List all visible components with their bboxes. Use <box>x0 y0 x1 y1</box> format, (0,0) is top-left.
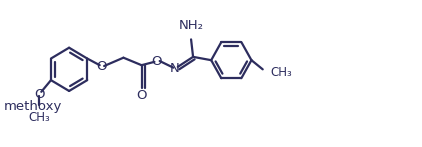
Text: CH₃: CH₃ <box>270 66 292 79</box>
Text: CH₃: CH₃ <box>28 111 50 124</box>
Text: O: O <box>34 88 45 101</box>
Text: O: O <box>96 60 107 72</box>
Text: methoxy: methoxy <box>3 100 62 113</box>
Text: O: O <box>151 55 162 67</box>
Text: O: O <box>136 89 147 102</box>
Text: NH₂: NH₂ <box>179 19 203 32</box>
Text: N: N <box>170 62 180 75</box>
